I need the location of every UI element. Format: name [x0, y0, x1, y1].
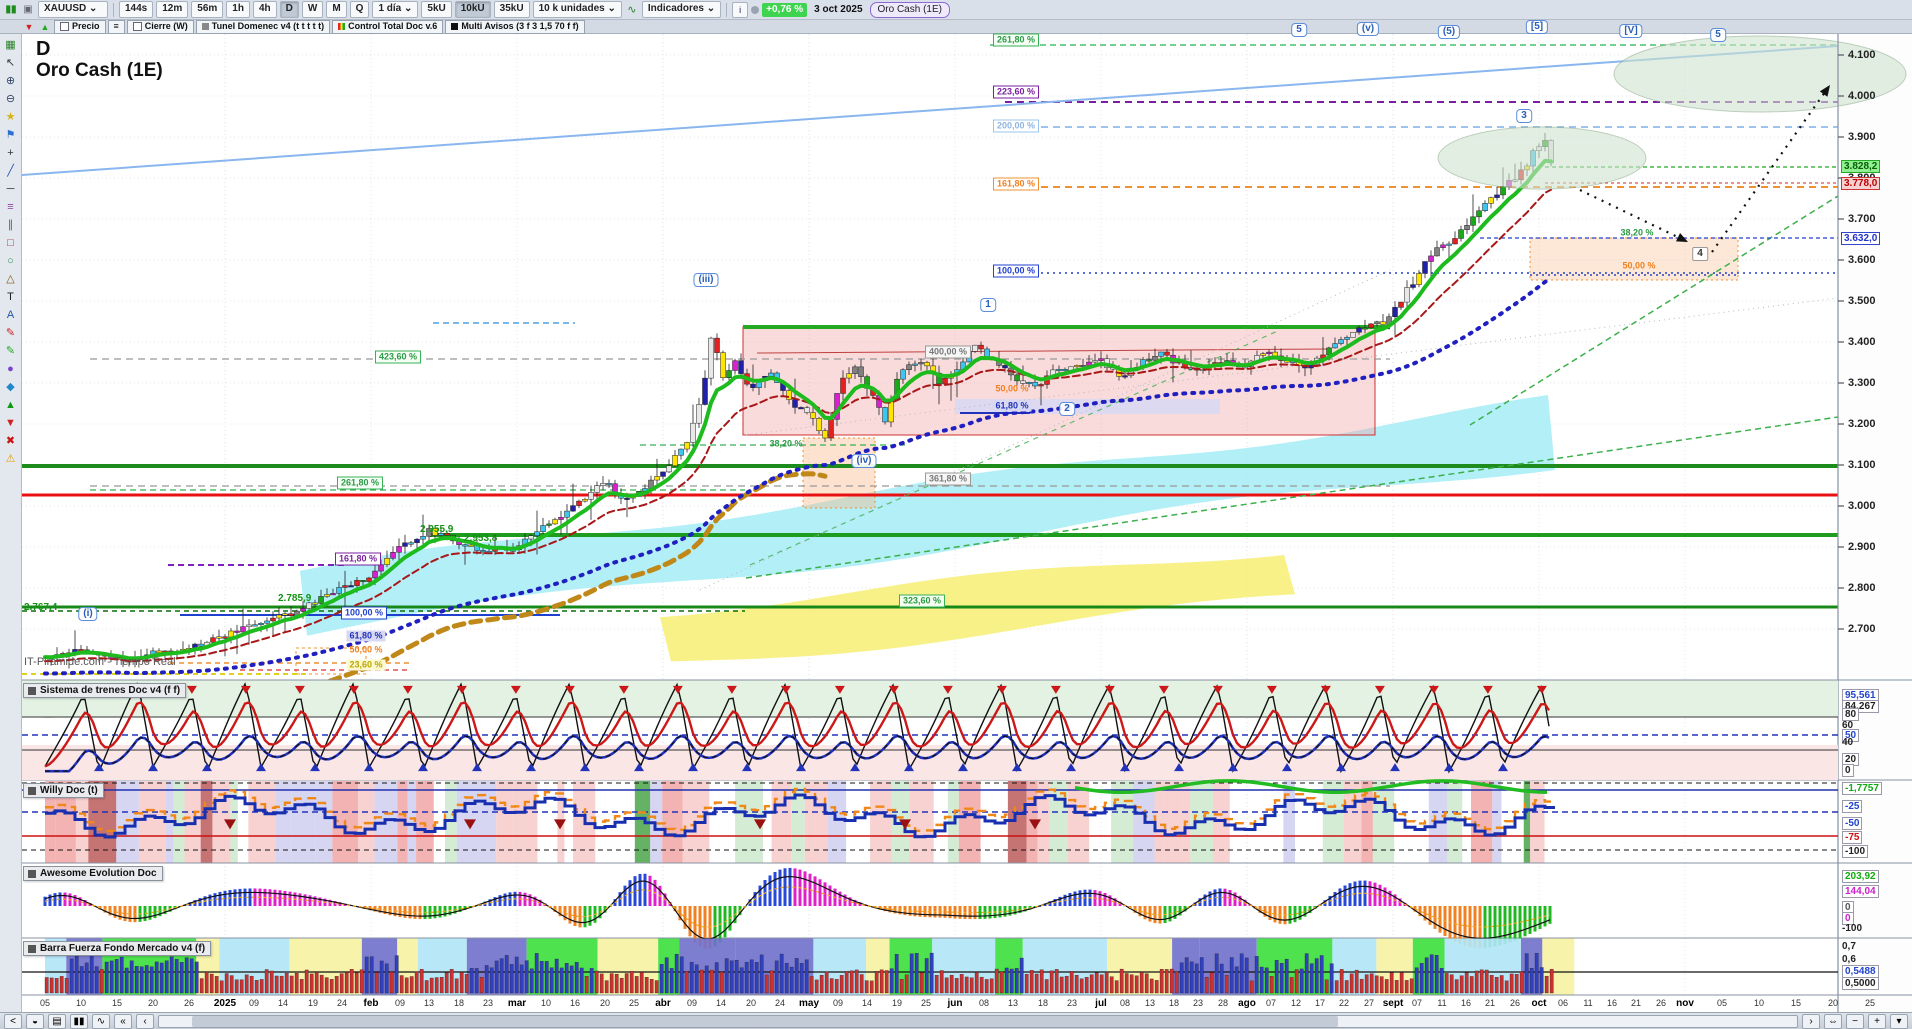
alert-icon[interactable]: ⚠ [5, 453, 16, 465]
instrument-chip[interactable]: Oro Cash (1E) [869, 1, 950, 18]
cursor-icon[interactable]: ↖ [5, 57, 16, 69]
tab-icon [132, 22, 142, 31]
tab-cierre-w-[interactable]: Cierre (W) [126, 19, 194, 34]
flag-icon[interactable]: ⚑ [5, 129, 16, 141]
timeframe-D[interactable]: D [279, 1, 299, 18]
diamond-icon[interactable]: ◆ [6, 381, 15, 393]
chart-mode-icon[interactable]: ▦ [5, 39, 16, 51]
pencil-red-icon[interactable]: ✎ [5, 327, 16, 339]
snapshot-icon[interactable]: ∿ [92, 1013, 110, 1029]
down-marker-icon[interactable]: ▼ [5, 416, 16, 429]
zoom-out-icon[interactable]: ⊖ [5, 93, 16, 105]
tab-precio[interactable]: Precio [54, 19, 106, 34]
timeframe-W[interactable]: W [301, 1, 324, 18]
timeframe-4h[interactable]: 4h [252, 1, 277, 18]
news-icon[interactable]: ▤ [48, 1013, 66, 1029]
scroll-left-button[interactable]: ‹ [136, 1013, 154, 1029]
timeframe-144s[interactable]: 144s [119, 1, 154, 18]
zoom-in-icon[interactable]: ⊕ [5, 75, 16, 87]
timeframe-56m[interactable]: 56m [191, 1, 224, 18]
sell-arrow-icon[interactable]: ▼ [24, 21, 34, 32]
tab-label: Precio [72, 21, 100, 31]
tab-multi-avisos-3-f-3-1-5-70-f-f-[interactable]: Multi Avisos (3 f 3 1,5 70 f f) [445, 19, 585, 34]
comment-icon[interactable]: ◒ [26, 1013, 44, 1029]
tab-label: Control Total Doc v.6 [348, 21, 438, 31]
horizontal-line-icon[interactable]: ─ [6, 182, 15, 195]
delete-icon[interactable]: ✖ [5, 435, 16, 447]
text-icon[interactable]: T [7, 290, 14, 303]
tab-icon [201, 23, 209, 30]
scrollbar-thumb[interactable] [191, 1015, 1339, 1027]
trendline-icon[interactable]: ╱ [7, 165, 14, 177]
timeframe-M[interactable]: M [326, 1, 347, 18]
units-select[interactable]: 10 k unidades ⌄ [532, 1, 622, 18]
tab-label: Cierre (W) [144, 21, 188, 31]
timeframe-1h[interactable]: 1h [226, 1, 250, 18]
unit-35kU[interactable]: 35kU [493, 1, 530, 18]
symbol-select[interactable]: XAUUSD ⌄ [38, 1, 108, 18]
scroll-down-icon[interactable]: ▾ [1890, 1013, 1908, 1029]
layout-icon[interactable]: ▣ [23, 4, 33, 15]
tab-control-total-doc-v-6[interactable]: Control Total Doc v.6 [332, 19, 444, 34]
tab-label: Tunel Domenec v4 (t t t t t) [211, 21, 325, 31]
cursor-date: 3 oct 2025 [814, 4, 863, 15]
app-icon: ▮▮ [5, 4, 17, 15]
anchor-text-icon[interactable]: A [6, 308, 15, 321]
tab-tunel-domenec-v4-t-t-t-t-t-[interactable]: Tunel Domenec v4 (t t t t t) [195, 19, 331, 34]
triangle-icon[interactable]: △ [6, 273, 15, 285]
period-select[interactable]: 1 día ⌄ [372, 1, 419, 18]
crosshair-icon[interactable]: + [7, 146, 14, 159]
timeframe-12m[interactable]: 12m [156, 1, 189, 18]
up-marker-icon[interactable]: ▲ [5, 398, 16, 411]
drawing-toolbar: ▦ ↖ ⊕ ⊖ ★ ⚑ + ╱ ─ ≡ ∥ □ ○ △ T A ✎ ✎ ● ◆ ▲ ▼ ✖ ⚠ [0, 34, 22, 1012]
star-icon[interactable]: ★ [5, 111, 16, 123]
indicator-tabs-row: ▼ ▲ Precio ≡ Cierre (W) Tunel Domenec v4 (t t… [0, 19, 1912, 34]
buy-arrow-icon[interactable]: ▲ [40, 21, 50, 32]
unit-10kU[interactable]: 10kU [454, 1, 491, 18]
horizontal-scrollbar[interactable] [158, 1014, 1798, 1028]
share-icon[interactable]: < [4, 1013, 22, 1029]
tab-icon [451, 23, 459, 30]
channel-icon[interactable]: ∥ [7, 219, 14, 231]
dot-icon[interactable]: ● [7, 362, 14, 375]
ellipse-icon[interactable]: ○ [7, 254, 14, 267]
info-button[interactable]: i [732, 1, 749, 18]
timeframe-Q[interactable]: Q [349, 1, 370, 18]
zoom-in-icon[interactable]: + [1868, 1013, 1886, 1029]
list-options-button[interactable]: ≡ [107, 19, 125, 34]
fibonacci-icon[interactable]: ≡ [7, 200, 14, 213]
top-toolbar: ▮▮ ▣ XAUUSD ⌄ 144s 12m 56m 1h 4h D W M Q 1 día ⌄ 5kU 1… [0, 0, 1912, 20]
fit-icon[interactable]: ⇔ [1824, 1013, 1842, 1029]
status-dot [751, 5, 760, 14]
change-badge: +0,76 % [762, 2, 808, 17]
tab-icon [338, 23, 346, 30]
zoom-out-icon[interactable]: − [1846, 1013, 1864, 1029]
pencil-green-icon[interactable]: ✎ [5, 345, 16, 357]
indicators-icon: ∿ [627, 4, 637, 16]
compare-icon[interactable]: ▮▮ [70, 1013, 88, 1029]
collapse-icon[interactable]: « [114, 1013, 132, 1029]
rectangle-icon[interactable]: □ [7, 236, 14, 249]
scroll-right-button[interactable]: › [1802, 1013, 1820, 1029]
indicators-button[interactable]: Indicadores ⌄ [641, 1, 722, 18]
tab-icon [60, 22, 69, 31]
tab-label: Multi Avisos (3 f 3 1,5 70 f f) [461, 21, 579, 31]
unit-5kU[interactable]: 5kU [421, 1, 452, 18]
bottom-toolbar: < ◒ ▤ ▮▮ ∿ «‹ › ⇔ − + ▾ [0, 1012, 1912, 1029]
